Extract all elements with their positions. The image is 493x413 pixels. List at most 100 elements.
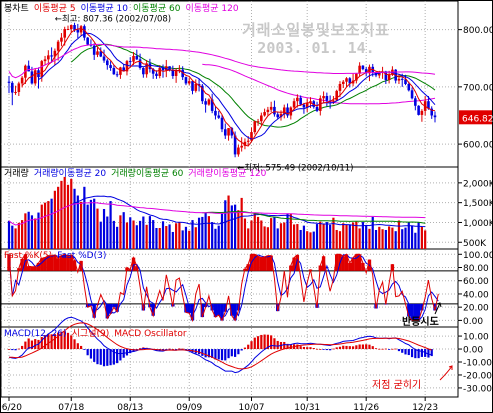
x-tick-label: 07/18 xyxy=(58,403,84,413)
macd-oscillator-bar xyxy=(348,346,351,350)
volume-bar xyxy=(230,205,233,249)
candle-body xyxy=(27,65,30,72)
macd-oscillator-bar xyxy=(263,334,266,350)
candle-body xyxy=(76,29,80,33)
overbought-fill xyxy=(334,254,339,271)
volume-bar xyxy=(34,218,37,249)
volume-bar xyxy=(96,208,99,249)
volume-bar xyxy=(365,225,368,249)
candle-body xyxy=(7,81,11,83)
macd-oscillator-bar xyxy=(24,341,27,350)
overbought-fill xyxy=(33,266,37,271)
macd-oscillator-bar xyxy=(86,349,89,356)
volume-bar xyxy=(299,229,302,249)
candle-body xyxy=(17,83,21,93)
macd-oscillator-bar xyxy=(420,349,423,357)
macd-oscillator-bar xyxy=(322,349,325,350)
macd-oscillator-bar xyxy=(66,332,70,350)
volume-bar xyxy=(86,204,89,249)
candle-body xyxy=(269,106,273,110)
volume-bar xyxy=(168,224,171,249)
x-tick-label: 06/20 xyxy=(0,403,22,413)
candle-body xyxy=(142,67,145,75)
volume-bar xyxy=(145,224,148,249)
candle-body xyxy=(135,55,139,60)
candle-body xyxy=(263,112,266,116)
volume-bar xyxy=(207,216,210,249)
macd-oscillator-bar xyxy=(410,349,414,358)
volume-bar xyxy=(371,216,374,249)
volume-bar xyxy=(414,232,417,249)
candle-body xyxy=(86,37,89,45)
volume-bar xyxy=(286,213,289,249)
macd-oscillator-bar xyxy=(60,331,63,350)
volume-bar xyxy=(11,225,14,249)
overbought-fill xyxy=(357,254,362,271)
volume-bar xyxy=(332,217,335,249)
candle-body xyxy=(322,96,325,99)
macd-oscillator-bar xyxy=(40,337,43,350)
overbought-fill xyxy=(361,262,365,271)
candle-body xyxy=(115,74,119,76)
ma120-line xyxy=(8,43,436,79)
candle-body xyxy=(240,145,243,148)
legend-volume: 거래량 xyxy=(4,167,29,179)
volume-bar xyxy=(47,201,50,249)
volume-bar xyxy=(24,213,27,249)
volume-bar xyxy=(237,210,240,249)
macd-oscillator-bar xyxy=(76,343,79,350)
overbought-fill xyxy=(20,258,24,271)
current-value-label: 646.82 xyxy=(462,114,493,124)
candle-body xyxy=(305,102,309,108)
macd-oscillator-bar xyxy=(309,347,312,350)
volume-bar xyxy=(273,216,276,249)
candle-body xyxy=(214,110,217,116)
candle-body xyxy=(63,29,67,38)
y-tick-label: 0.00 xyxy=(463,317,483,327)
overbought-fill xyxy=(63,254,67,271)
volume-bar xyxy=(263,226,266,249)
macd-oscillator-bar xyxy=(371,346,374,350)
macd-oscillator-bar xyxy=(224,349,227,361)
macd-oscillator-bar xyxy=(43,335,47,350)
candle-body xyxy=(210,99,214,111)
annotations: ←최고: 807.36 (2002/07/08) ←최저: 575.49 (200… xyxy=(55,14,453,391)
candle-body xyxy=(56,41,60,51)
candle-body xyxy=(53,50,57,57)
candle-body xyxy=(299,97,302,105)
oversold-fill xyxy=(220,303,224,321)
macd-oscillator-bar xyxy=(184,349,188,350)
legend-price: 이동평균 60 xyxy=(133,3,181,14)
volume-bar xyxy=(312,231,315,249)
macd-oscillator-bar xyxy=(325,349,328,351)
ma60-line xyxy=(202,63,436,105)
oversold-fill xyxy=(407,303,411,317)
volume-bar xyxy=(60,180,63,249)
macd-oscillator-bar xyxy=(253,337,256,350)
macd-oscillator-bar xyxy=(7,349,11,350)
macd-oscillator-bar xyxy=(220,349,224,361)
macd-oscillator-bar xyxy=(243,347,247,350)
overbought-fill xyxy=(53,254,57,271)
volume-bar xyxy=(89,199,93,249)
macd-line xyxy=(8,316,432,374)
macd-oscillator-bar xyxy=(384,348,387,350)
volume-bar xyxy=(125,222,129,249)
macd-oscillator-bar xyxy=(250,341,253,350)
ma20-line xyxy=(70,43,436,128)
macd-oscillator-bar xyxy=(112,349,115,365)
volume-bar xyxy=(358,228,361,249)
macd-oscillator-bar xyxy=(401,349,404,353)
candle-body xyxy=(151,69,155,74)
volume-bar xyxy=(266,227,269,249)
volume-bar xyxy=(171,231,174,249)
volume-bar xyxy=(342,223,345,249)
macd-oscillator-bar xyxy=(17,348,20,350)
volume-bar xyxy=(381,229,384,249)
candle-body xyxy=(276,114,280,118)
candle-body xyxy=(66,29,70,31)
macd-oscillator-bar xyxy=(276,340,279,350)
candle-body xyxy=(60,37,63,42)
macd-oscillator-bar xyxy=(365,344,368,350)
overbought-fill xyxy=(79,260,83,271)
